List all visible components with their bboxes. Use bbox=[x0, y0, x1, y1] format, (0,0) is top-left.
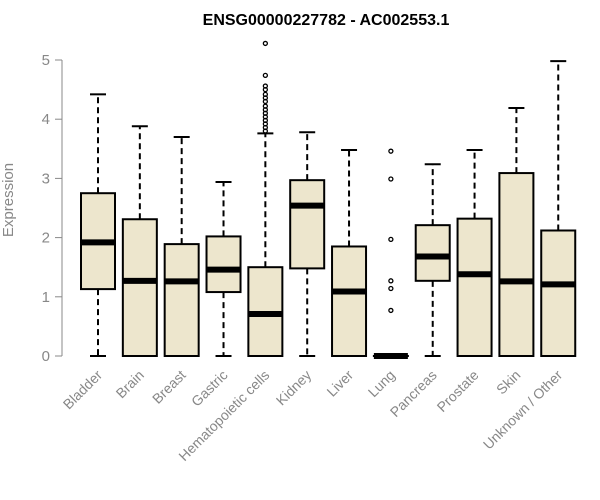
box-iqr bbox=[289, 179, 326, 270]
y-tick-label: 2 bbox=[42, 230, 50, 247]
outlier-point bbox=[262, 72, 269, 79]
box-gastric bbox=[205, 180, 242, 357]
box-breast bbox=[163, 135, 200, 357]
y-tick-label: 0 bbox=[42, 348, 50, 365]
x-tick-label: Prostate bbox=[433, 367, 481, 415]
x-tick-label: Brain bbox=[113, 367, 147, 401]
x-tick-label: Skin bbox=[493, 367, 524, 398]
x-tick-label: Liver bbox=[323, 367, 356, 400]
outlier-point bbox=[388, 307, 394, 314]
outlier-point bbox=[388, 148, 394, 154]
box-iqr bbox=[331, 245, 368, 357]
box-lung bbox=[372, 148, 409, 359]
x-tick-label: Kidney bbox=[273, 367, 315, 409]
y-tick-label: 3 bbox=[42, 170, 50, 187]
outlier-point bbox=[388, 278, 394, 284]
x-tick-label: Unknown / Other bbox=[480, 367, 566, 453]
outlier-point bbox=[262, 103, 269, 109]
box-unknown-other bbox=[540, 60, 577, 357]
x-tick-label: Breast bbox=[149, 367, 189, 407]
x-tick-label: Lung bbox=[365, 367, 398, 400]
box-skin bbox=[498, 106, 535, 357]
box-iqr bbox=[456, 217, 493, 357]
outlier-point bbox=[388, 236, 394, 243]
box-iqr bbox=[163, 243, 200, 357]
box-iqr bbox=[540, 229, 577, 357]
box-kidney bbox=[289, 131, 326, 357]
box-pancreas bbox=[414, 163, 451, 357]
outlier-point bbox=[388, 285, 394, 292]
box-hematopoietic-cells bbox=[247, 40, 284, 358]
boxes-group bbox=[80, 40, 577, 359]
y-axis: 0 1 2 3 4 5 bbox=[42, 52, 63, 365]
box-brain bbox=[121, 125, 158, 357]
y-tick-label: 4 bbox=[42, 111, 50, 128]
y-axis-label: Expression bbox=[0, 163, 17, 237]
outlier-point bbox=[262, 40, 269, 47]
box-iqr bbox=[205, 235, 242, 294]
box-prostate bbox=[456, 148, 493, 357]
y-tick-label: 1 bbox=[42, 289, 50, 306]
box-iqr bbox=[121, 218, 158, 357]
outlier-point bbox=[388, 176, 394, 182]
box-iqr bbox=[498, 172, 535, 357]
box-liver bbox=[331, 148, 368, 357]
chart-title: ENSG00000227782 - AC002553.1 bbox=[203, 12, 450, 29]
box-bladder bbox=[80, 93, 116, 357]
y-tick-label: 5 bbox=[42, 52, 50, 69]
x-tick-label: Pancreas bbox=[387, 367, 440, 420]
x-tick-label: Bladder bbox=[60, 367, 106, 413]
outlier-point bbox=[262, 83, 269, 89]
outlier-point bbox=[262, 91, 269, 97]
box-iqr bbox=[414, 224, 451, 282]
